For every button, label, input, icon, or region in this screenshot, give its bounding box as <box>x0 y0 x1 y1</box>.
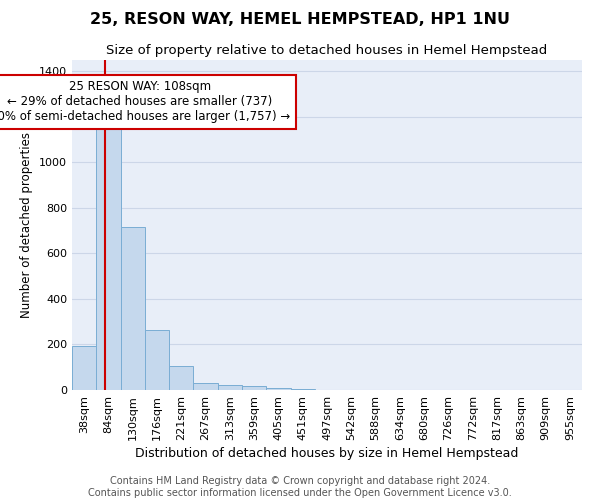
X-axis label: Distribution of detached houses by size in Hemel Hempstead: Distribution of detached houses by size … <box>136 447 518 460</box>
Text: 25, RESON WAY, HEMEL HEMPSTEAD, HP1 1NU: 25, RESON WAY, HEMEL HEMPSTEAD, HP1 1NU <box>90 12 510 28</box>
Bar <box>193 382 218 390</box>
Bar <box>169 366 193 390</box>
Bar <box>218 384 242 390</box>
Bar <box>72 346 96 390</box>
Bar <box>242 386 266 390</box>
Text: Contains HM Land Registry data © Crown copyright and database right 2024.
Contai: Contains HM Land Registry data © Crown c… <box>88 476 512 498</box>
Bar <box>96 128 121 390</box>
Text: 25 RESON WAY: 108sqm
← 29% of detached houses are smaller (737)
70% of semi-deta: 25 RESON WAY: 108sqm ← 29% of detached h… <box>0 80 290 124</box>
Bar <box>290 388 315 390</box>
Bar <box>145 330 169 390</box>
Y-axis label: Number of detached properties: Number of detached properties <box>20 132 34 318</box>
Title: Size of property relative to detached houses in Hemel Hempstead: Size of property relative to detached ho… <box>106 44 548 58</box>
Bar <box>121 226 145 390</box>
Bar <box>266 388 290 390</box>
